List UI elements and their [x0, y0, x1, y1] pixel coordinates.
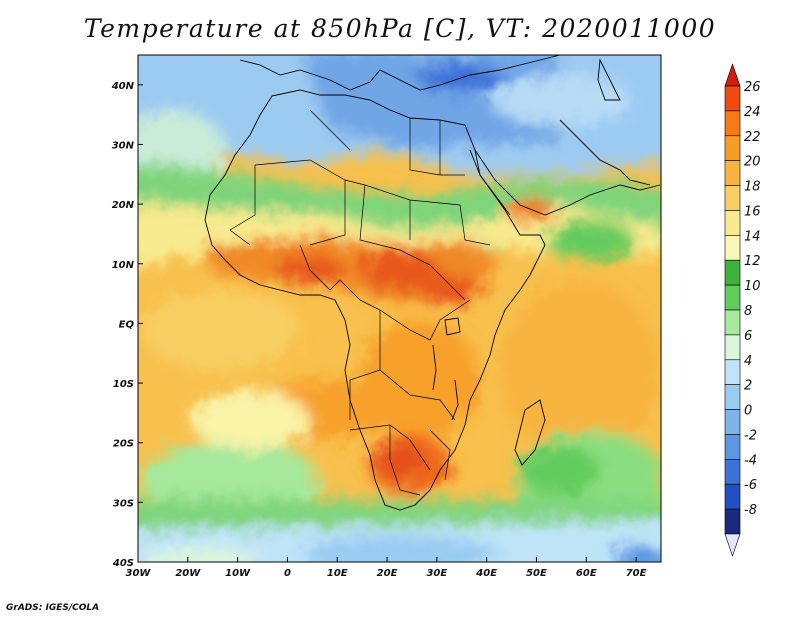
colorbar-swatch — [724, 259, 741, 286]
colorbar-label: 22 — [744, 130, 761, 145]
colorbar-bottom-arrow — [724, 533, 741, 557]
lat-tick-label: 30S — [113, 498, 134, 509]
colorbar-top-arrow — [724, 63, 741, 87]
colorbar-label: 6 — [744, 329, 752, 344]
colorbar-swatch — [724, 185, 741, 211]
colorbar-label: 24 — [744, 105, 761, 120]
colorbar-swatch — [724, 284, 741, 311]
colorbar-swatch — [724, 110, 741, 137]
colorbar-swatch — [724, 160, 741, 186]
lat-tick-label: 10N — [112, 260, 135, 271]
colorbar-label: 20 — [744, 155, 761, 170]
colorbar-swatch — [724, 235, 741, 261]
colorbar-swatch — [724, 483, 741, 510]
red-sea — [469, 149, 511, 216]
colorbar-label: 8 — [744, 304, 752, 319]
iberia-europe — [239, 55, 561, 91]
lon-tick-label: 10E — [327, 568, 348, 579]
lat-tick-label: 40N — [111, 81, 135, 92]
colorbar-swatch — [724, 85, 741, 112]
lon-tick-label: 60E — [576, 568, 597, 579]
africa-coastline — [204, 89, 546, 511]
lon-tick-label: 20W — [175, 568, 201, 579]
colorbar-label: 16 — [744, 204, 761, 219]
colorbar-label: 4 — [744, 354, 752, 369]
colorbar-label: -8 — [744, 503, 757, 518]
colorbar-swatch — [724, 508, 741, 535]
lon-tick-label: 0 — [284, 568, 291, 579]
madagascar — [514, 399, 546, 466]
colorbar-swatch — [724, 359, 741, 385]
colorbar-swatch — [724, 334, 741, 361]
colorbar-swatch — [724, 135, 741, 161]
map-frame — [137, 54, 662, 563]
lon-tick-label: 20E — [377, 568, 398, 579]
arabia-coast — [474, 149, 661, 216]
colorbar-label: -4 — [744, 453, 757, 468]
lake-victoria — [444, 317, 461, 336]
colorbar-label: 2 — [744, 379, 752, 394]
caspian — [597, 58, 621, 101]
lake-tanganyika — [432, 344, 437, 391]
colorbar-swatch — [724, 384, 741, 410]
colorbar-swatch — [724, 409, 741, 435]
lon-tick-label: 10W — [225, 568, 251, 579]
colorbar-swatch — [724, 459, 741, 485]
colorbar-label: 0 — [744, 404, 752, 419]
lat-tick-label: 20S — [113, 439, 134, 450]
colorbar-label: -2 — [744, 428, 757, 443]
map-title: Temperature at 850hPa [C], VT: 202001100… — [83, 14, 717, 43]
grads-credit: GrADS: IGES/COLA — [6, 603, 100, 613]
colorbar-swatch — [724, 210, 741, 236]
lon-tick-label: 70E — [626, 568, 647, 579]
lon-tick-label: 30W — [126, 568, 152, 579]
lon-tick-label: 40E — [475, 568, 497, 579]
temperature-field — [138, 55, 661, 562]
lat-tick-label: EQ — [119, 319, 135, 330]
persian-gulf — [559, 119, 651, 186]
colorbar-label: 14 — [744, 229, 761, 244]
colorbar-label: 12 — [744, 254, 761, 269]
colorbar-swatch — [724, 434, 741, 460]
coastline-borders — [204, 55, 661, 511]
country-borders — [229, 109, 491, 496]
colorbar-label: -6 — [744, 478, 757, 493]
colorbar-label: 18 — [744, 180, 761, 195]
colorbar-swatch — [724, 309, 741, 336]
lon-tick-label: 30E — [426, 568, 447, 579]
lat-tick-label: 10S — [113, 379, 134, 390]
lat-tick-label: 30N — [112, 140, 135, 151]
lat-tick-label: 40S — [112, 558, 134, 569]
lon-tick-label: 50E — [526, 568, 547, 579]
colorbar-label: 10 — [744, 279, 761, 294]
colorbar-label: 26 — [744, 80, 761, 95]
lat-tick-label: 20N — [112, 200, 135, 211]
axis-ticks: 30W 20W 10W 0 10E 20E 30E 40E 50E 60E 70E 40N 30N 20N… — [111, 81, 647, 579]
lake-malawi — [451, 379, 459, 421]
